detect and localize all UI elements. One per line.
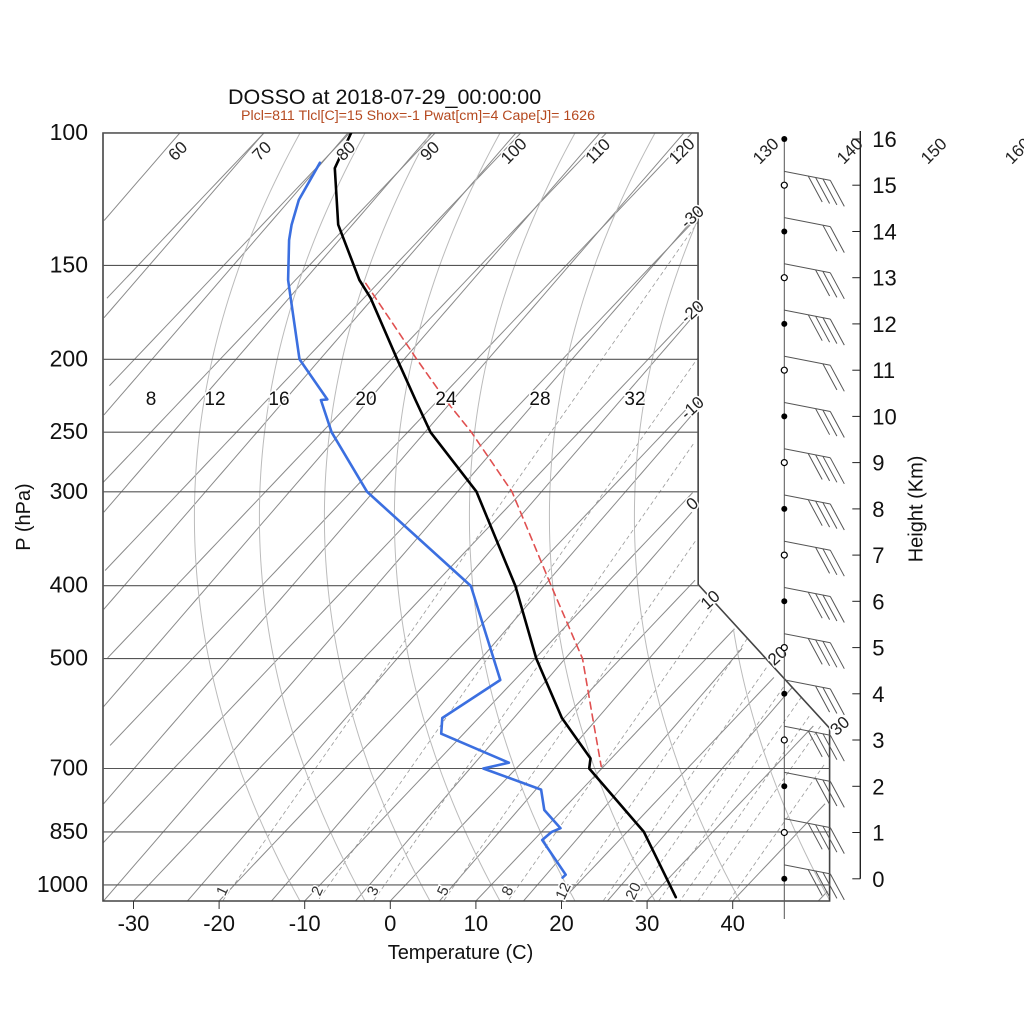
svg-text:150: 150: [50, 251, 88, 277]
svg-text:15: 15: [872, 173, 896, 198]
svg-text:400: 400: [50, 572, 88, 598]
svg-text:2: 2: [872, 774, 884, 799]
svg-text:28: 28: [529, 389, 550, 410]
svg-text:0: 0: [384, 911, 396, 936]
svg-text:4: 4: [872, 682, 884, 707]
svg-text:13: 13: [872, 266, 896, 291]
svg-text:11: 11: [872, 358, 895, 383]
svg-text:200: 200: [50, 345, 88, 371]
svg-text:10: 10: [872, 404, 896, 429]
svg-text:500: 500: [50, 645, 88, 671]
svg-text:1: 1: [872, 821, 884, 846]
svg-text:8: 8: [872, 497, 884, 522]
svg-text:20: 20: [355, 389, 376, 410]
svg-text:14: 14: [872, 220, 896, 245]
svg-text:Plcl=811 Tlcl[C]=15 Shox=-1 Pw: Plcl=811 Tlcl[C]=15 Shox=-1 Pwat[cm]=4 C…: [241, 108, 595, 124]
svg-text:5: 5: [872, 636, 884, 661]
svg-text:850: 850: [50, 818, 88, 844]
svg-text:P (hPa): P (hPa): [13, 483, 35, 550]
svg-text:40: 40: [720, 911, 744, 936]
svg-text:6: 6: [872, 589, 884, 614]
svg-text:24: 24: [435, 389, 457, 410]
svg-text:700: 700: [50, 755, 88, 781]
svg-text:Temperature (C): Temperature (C): [388, 942, 534, 964]
svg-text:30: 30: [635, 911, 659, 936]
svg-text:250: 250: [50, 418, 88, 444]
svg-text:3: 3: [872, 728, 884, 753]
svg-text:DOSSO at 2018-07-29_00:00:00: DOSSO at 2018-07-29_00:00:00: [228, 85, 541, 109]
svg-text:100: 100: [50, 119, 88, 145]
svg-text:32: 32: [624, 389, 645, 410]
svg-text:Height (Km): Height (Km): [905, 456, 927, 563]
svg-text:1000: 1000: [37, 871, 88, 897]
svg-text:16: 16: [872, 127, 896, 152]
svg-text:0: 0: [872, 867, 884, 892]
svg-text:8: 8: [146, 389, 157, 410]
svg-text:300: 300: [50, 478, 88, 504]
svg-text:9: 9: [872, 451, 884, 476]
svg-text:-30: -30: [118, 911, 150, 936]
svg-text:-20: -20: [203, 911, 235, 936]
svg-text:20: 20: [549, 911, 573, 936]
svg-text:10: 10: [464, 911, 488, 936]
svg-text:-10: -10: [289, 911, 321, 936]
svg-text:12: 12: [204, 389, 225, 410]
svg-text:16: 16: [268, 389, 289, 410]
svg-text:7: 7: [872, 543, 884, 568]
svg-text:12: 12: [872, 312, 896, 337]
